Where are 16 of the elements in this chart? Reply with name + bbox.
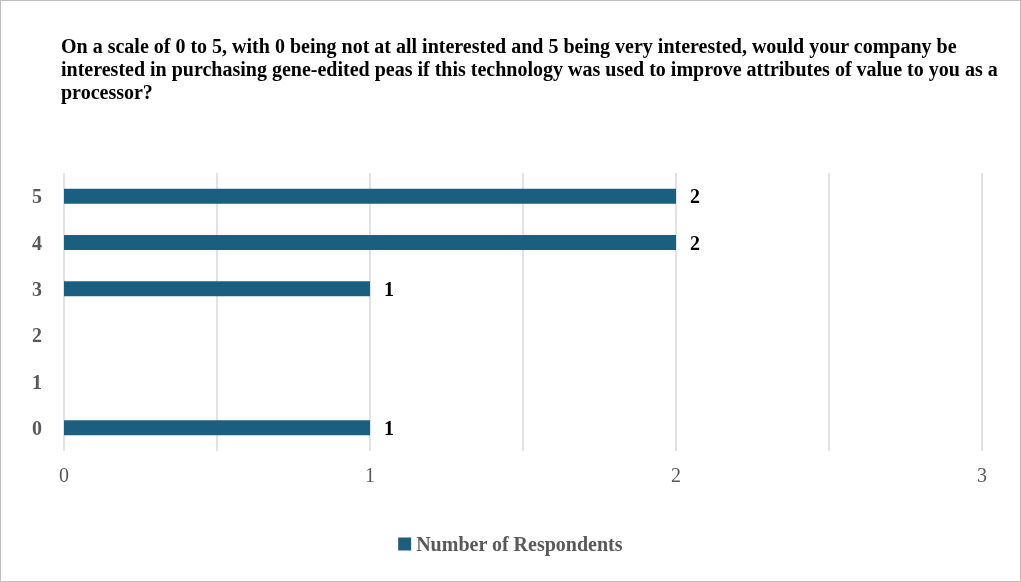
chart-title: On a scale of 0 to 5, with 0 being not at all interested and 5 being very interested, would your company be interested in purchasing gene-edited peas if this technology was used to improve attributes of value to you as a processor?	[61, 35, 999, 104]
y-tick-label: 0	[32, 416, 42, 439]
y-tick-label: 1	[32, 370, 42, 393]
y-tick-label: 5	[32, 185, 42, 208]
x-tick-label: 1	[365, 464, 375, 486]
x-tick-label: 2	[671, 464, 681, 486]
data-label: 1	[384, 416, 394, 439]
data-label: 1	[384, 277, 394, 300]
data-label: 2	[690, 185, 700, 208]
y-tick-label: 4	[32, 231, 42, 254]
legend-label: Number of Respondents	[416, 533, 623, 556]
x-tick-label: 0	[59, 464, 69, 486]
y-tick-label: 3	[32, 277, 42, 300]
y-tick-label: 2	[32, 324, 42, 347]
data-label: 2	[690, 231, 700, 254]
x-tick-label: 3	[977, 464, 987, 486]
